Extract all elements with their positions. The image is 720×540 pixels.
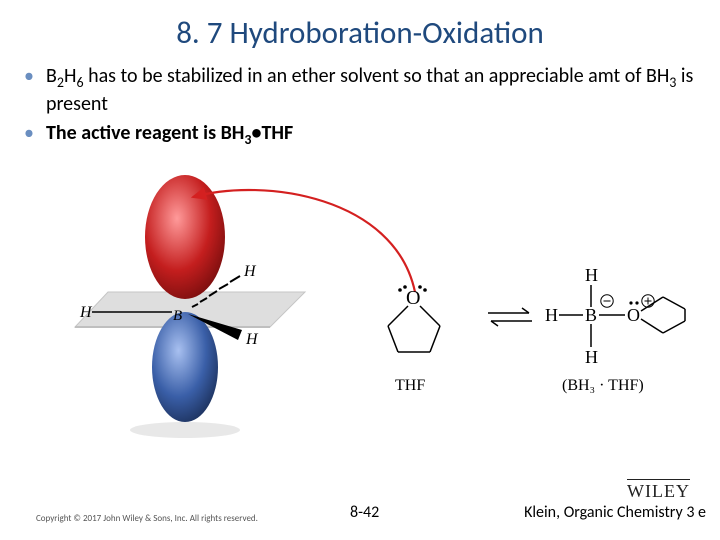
slide-title: 8. 7 Hydroboration-Oxidation <box>0 0 720 64</box>
svg-text:B: B <box>585 305 597 325</box>
svg-text:O: O <box>406 287 420 309</box>
bullet-text-1: The active reagent is BH3•THF <box>46 121 293 149</box>
wiley-logo: WILEY <box>627 479 690 502</box>
bullet-icon: • <box>24 64 34 89</box>
textbook-reference: Klein, Organic Chemistry 3 e <box>524 503 706 522</box>
list-item: • The active reagent is BH3•THF <box>24 121 696 149</box>
list-item: • B2H6 has to be stabilized in an ether … <box>24 64 696 117</box>
bullet-list: • B2H6 has to be stabilized in an ether … <box>0 64 720 148</box>
bh3-thf-structure: H H B H O <box>545 267 695 372</box>
thf-structure: O <box>370 282 480 372</box>
svg-text:H: H <box>545 305 558 325</box>
equilibrium-arrows-icon <box>485 302 535 332</box>
svg-text:H: H <box>585 267 598 285</box>
bullet-icon: • <box>24 121 34 146</box>
bh3-thf-label: (BH₃ · THF) <box>562 377 644 395</box>
svg-text:H: H <box>79 304 93 321</box>
chemistry-diagram: H H H B O <box>0 152 720 452</box>
svg-text:B: B <box>173 308 182 324</box>
electron-donation-arrow <box>185 162 455 302</box>
page-number: 8-42 <box>350 503 379 522</box>
slide-footer: Copyright © 2017 John Wiley & Sons, Inc.… <box>0 492 720 532</box>
copyright-text: Copyright © 2017 John Wiley & Sons, Inc.… <box>36 513 258 524</box>
svg-text:H: H <box>245 331 259 348</box>
thf-label: THF <box>395 377 425 395</box>
bullet-text-0: B2H6 has to be stabilized in an ether so… <box>46 64 696 117</box>
svg-text:H: H <box>585 347 598 367</box>
svg-text:O: O <box>627 305 640 325</box>
